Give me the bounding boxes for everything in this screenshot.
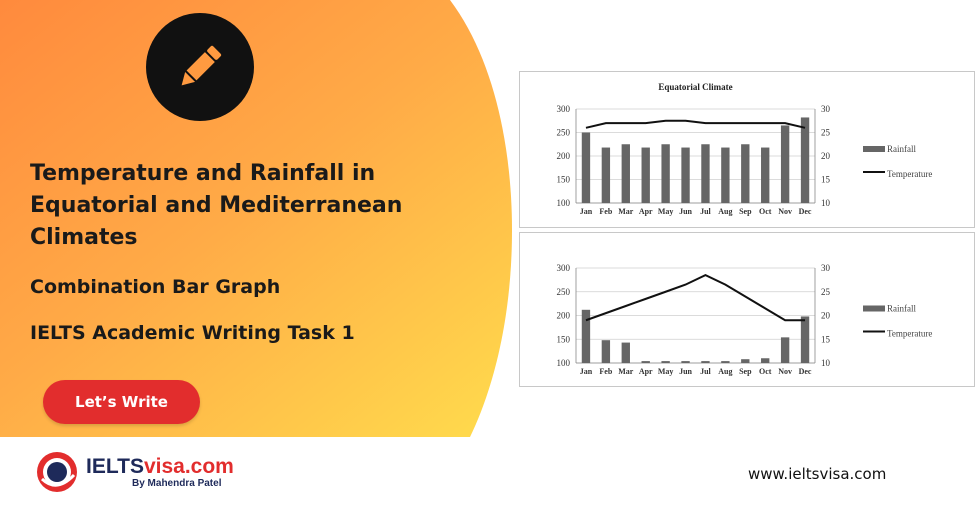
legend-rainfall-label: Rainfall (887, 144, 916, 154)
x-tick-label: Sep (739, 367, 752, 376)
page-title: Temperature and Rainfall in Equatorial a… (30, 161, 403, 250)
y2-tick-label: 30 (821, 263, 831, 273)
y2-tick-label: 10 (821, 358, 831, 368)
rainfall-bar (621, 144, 630, 203)
rainfall-bar (641, 147, 650, 203)
rainfall-bar (741, 144, 750, 203)
rainfall-bar (721, 361, 730, 363)
rainfall-bar (761, 358, 770, 363)
temperature-line (585, 119, 806, 129)
x-tick-label: Feb (599, 207, 612, 216)
rainfall-bar (681, 147, 690, 203)
legend-temperature-label: Temperature (887, 169, 932, 179)
rainfall-bar (601, 147, 611, 203)
y2-tick-label: 15 (821, 334, 831, 344)
y-tick-label: 150 (557, 175, 571, 185)
rainfall-bar (681, 361, 690, 363)
x-tick-label: Nov (778, 367, 792, 376)
rainfall-bar (661, 144, 670, 203)
y-tick-label: 250 (557, 128, 571, 138)
rainfall-bar (741, 359, 750, 363)
chart-title: Equatorial Climate (658, 82, 732, 92)
y2-tick-label: 25 (821, 128, 831, 138)
x-tick-label: Jul (700, 207, 711, 216)
y2-tick-label: 20 (821, 151, 831, 161)
y-tick-label: 100 (557, 198, 571, 208)
x-tick-label: Dec (799, 207, 812, 216)
y-tick-label: 150 (557, 334, 571, 344)
chart-type-subtitle: Combination Bar Graph (30, 276, 281, 298)
y2-tick-label: 25 (821, 287, 831, 297)
rainfall-bar (721, 147, 730, 203)
x-tick-label: Jun (679, 207, 692, 216)
equatorial-chart-panel: Equatorial Climate 100 150 200 250 300 10 15 20 2… (519, 71, 975, 228)
y2-tick-label: 10 (821, 198, 831, 208)
y2-tick-label: 20 (821, 311, 831, 321)
x-tick-label: Nov (778, 207, 792, 216)
rainfall-bar (621, 342, 630, 363)
y-tick-label: 200 (557, 151, 571, 161)
x-tick-label: Sep (739, 207, 752, 216)
mediterranean-climate-chart: 100 150 200 250 300 10 15 20 25 30 Jan Feb Mar Apr May… (557, 263, 933, 376)
x-tick-label: Oct (759, 207, 772, 216)
brand-name: IELTSvisa.com (86, 454, 234, 478)
rainfall-bar (601, 340, 611, 363)
pencil-badge (146, 13, 254, 121)
rainfall-bar (780, 337, 790, 363)
x-tick-label: Jan (580, 367, 593, 376)
x-tick-label: Jun (679, 367, 692, 376)
rainfall-bar (780, 125, 790, 203)
y-tick-label: 100 (557, 358, 571, 368)
legend-temperature-label: Temperature (887, 329, 932, 339)
y2-tick-label: 15 (821, 175, 831, 185)
pencil-icon (181, 45, 222, 86)
y-tick-label: 200 (557, 311, 571, 321)
equatorial-climate-chart: Equatorial Climate 100 150 200 250 300 10 15 20 2… (557, 82, 933, 216)
rainfall-bar (641, 361, 650, 363)
rainfall-bar (761, 147, 770, 203)
rainfall-bar (581, 132, 591, 203)
x-tick-label: Feb (599, 367, 612, 376)
x-tick-label: Oct (759, 367, 772, 376)
x-tick-label: Jan (580, 207, 593, 216)
x-tick-label: Mar (618, 367, 634, 376)
temperature-line (585, 274, 806, 322)
x-tick-label: Jul (700, 367, 711, 376)
x-tick-label: Apr (639, 367, 653, 376)
hero-gradient-background (0, 0, 512, 437)
x-tick-label: Aug (718, 207, 732, 216)
hero-banner: Temperature and Rainfall in Equatorial a… (0, 0, 512, 437)
y-tick-label: 300 (557, 263, 571, 273)
y2-tick-label: 30 (821, 104, 831, 114)
rainfall-bar (800, 316, 810, 363)
legend-rainfall-label: Rainfall (887, 304, 916, 314)
legend-rainfall-swatch (863, 146, 885, 152)
rainfall-bar (661, 361, 670, 363)
legend-rainfall-swatch (863, 305, 885, 312)
x-tick-label: May (658, 207, 674, 216)
rainfall-bar (701, 144, 710, 203)
globe-logo-icon (34, 449, 80, 495)
rainfall-bar (701, 361, 710, 363)
x-tick-label: Aug (718, 367, 732, 376)
rainfall-bar (581, 309, 591, 363)
lets-write-button[interactable]: Let’s Write (43, 380, 200, 424)
x-tick-label: May (658, 367, 674, 376)
mediterranean-chart-panel: 100 150 200 250 300 10 15 20 25 30 Jan Feb Mar Apr May… (519, 232, 975, 387)
brand-logo[interactable]: IELTSvisa.com By Mahendra Patel (34, 447, 234, 497)
x-tick-label: Mar (618, 207, 634, 216)
x-tick-label: Apr (639, 207, 653, 216)
rainfall-bar (800, 117, 810, 203)
x-tick-label: Dec (799, 367, 812, 376)
brand-byline: By Mahendra Patel (132, 477, 222, 489)
website-link[interactable]: www.ieltsvisa.com (748, 465, 887, 483)
y-tick-label: 300 (557, 104, 571, 114)
y-tick-label: 250 (557, 287, 571, 297)
task-label: IELTS Academic Writing Task 1 (30, 322, 355, 344)
